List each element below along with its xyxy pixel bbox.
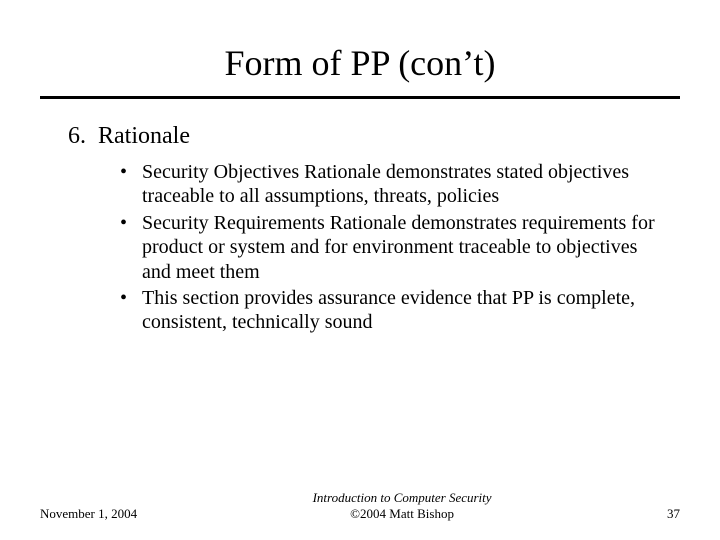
slide-footer: November 1, 2004 Introduction to Compute… — [0, 490, 720, 522]
bullet-list: Security Objectives Rationale demonstrat… — [120, 160, 660, 335]
footer-page-number: 37 — [667, 506, 680, 522]
footer-copyright: ©2004 Matt Bishop — [137, 506, 667, 522]
title-divider — [40, 96, 680, 99]
footer-center: Introduction to Computer Security ©2004 … — [137, 490, 667, 522]
list-item: Security Requirements Rationale demonstr… — [120, 211, 660, 284]
list-item: This section provides assurance evidence… — [120, 286, 660, 335]
list-item-rationale: 6. Rationale — [68, 123, 660, 150]
slide: Form of PP (con’t) 6. Rationale Security… — [0, 0, 720, 540]
footer-date: November 1, 2004 — [40, 506, 137, 522]
list-number: 6. — [68, 123, 86, 149]
list-label: Rationale — [98, 123, 190, 149]
list-item: Security Objectives Rationale demonstrat… — [120, 160, 660, 209]
slide-content: 6. Rationale Security Objectives Rationa… — [0, 123, 720, 335]
footer-title: Introduction to Computer Security — [137, 490, 667, 506]
slide-title: Form of PP (con’t) — [0, 0, 720, 96]
